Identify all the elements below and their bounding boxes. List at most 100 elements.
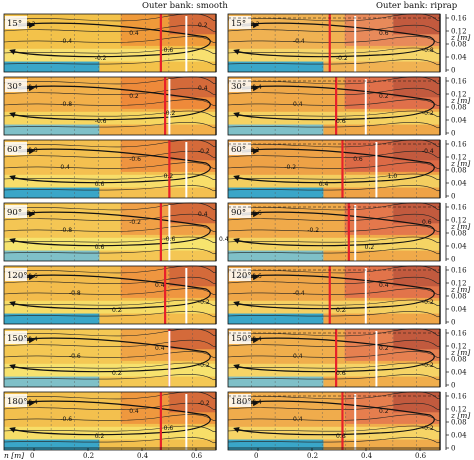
- contour-label: -0.6: [95, 118, 107, 125]
- panel-label-box: [5, 331, 27, 344]
- n-axis-0: 0.2 0.4 0.6 0 n [m]: [4, 447, 216, 460]
- panel-label-box: [5, 79, 27, 92]
- panel-label-box: [229, 79, 251, 92]
- contour-label: 0.6: [164, 425, 174, 432]
- contour-label: 0.4: [198, 85, 208, 92]
- contour-label: 0.2: [250, 147, 260, 154]
- panel-label: 90°: [231, 208, 246, 218]
- contour-label: -0.6: [250, 273, 262, 280]
- z-axis-6: 0.16 0.12 0.08 0.04 0 z [m]: [228, 392, 470, 453]
- contour-label: -0.2: [336, 55, 348, 62]
- secondary-flow-cell: [9, 337, 211, 373]
- contour-label: -0.4: [250, 84, 262, 91]
- contour-label: -0.2: [164, 110, 176, 117]
- z-tick-label: 0.16: [451, 267, 467, 275]
- contour-label: -0.8: [26, 147, 38, 154]
- contour-line: [3, 76, 217, 85]
- panel-band-hot: [393, 203, 440, 224]
- panel-label-box: [229, 142, 251, 155]
- panel-label-box: [229, 268, 251, 281]
- panel-label: 150°: [7, 334, 27, 344]
- contour-label: -0.4: [293, 38, 305, 45]
- panel-band-low: [228, 111, 440, 125]
- secondary-flow-cell: [9, 85, 211, 121]
- n-tick-label: 0.2: [83, 452, 94, 460]
- panel-label: 60°: [231, 145, 246, 155]
- z-tick-label: 0.04: [451, 180, 467, 188]
- contour-label: -0.4: [26, 84, 38, 91]
- panel-band-blue: [228, 313, 324, 324]
- contour-line: [227, 248, 441, 255]
- contour-label: 0.2: [129, 93, 139, 100]
- panel-band-low: [4, 174, 216, 188]
- panel-label-box: [5, 142, 27, 155]
- secondary-flow-cell: [9, 148, 211, 184]
- contour-line: [3, 311, 217, 318]
- secondary-flow-cell: [233, 274, 435, 310]
- panel-label-box: [229, 331, 251, 344]
- secondary-flow-cell: [233, 22, 435, 58]
- panel-L-4: -0.6 -0.8 0.2 0.4 -0.2 120°: [3, 265, 217, 325]
- contour-label: 0.6: [379, 30, 389, 37]
- contour-label: -0.8: [422, 47, 434, 54]
- contour-label: 0.2: [95, 433, 105, 440]
- contour-label: -0.6: [26, 273, 38, 280]
- contour-label: -0.4: [60, 38, 72, 45]
- secondary-flow-cell: [9, 274, 211, 310]
- contour-label: -0.6: [250, 210, 262, 217]
- panel-band-low: [4, 48, 216, 62]
- panel-R-4: -0.6 -0.4 0.2 0.4 -0.2 120°: [227, 265, 441, 325]
- z-tick-label: 0.04: [451, 369, 467, 377]
- contour-line: [227, 362, 441, 370]
- contour-label: 0.6: [422, 219, 432, 226]
- panel-L-2: -0.8 0.4 0.6 -0.6 0.2 -0.2 60°: [3, 139, 217, 199]
- contour-label: 0.4: [155, 345, 165, 352]
- contour-label: -0.4: [250, 336, 262, 343]
- z-axis-2: 0.16 0.12 0.08 0.04 0 z [m]: [228, 140, 470, 201]
- z-tick-label: 0.08: [451, 230, 467, 238]
- secondary-flow-cell: [9, 22, 211, 58]
- panel-band-blue: [228, 61, 324, 72]
- contour-line: [227, 374, 441, 381]
- contour-line: [3, 59, 217, 66]
- contour-label: -0.2: [307, 227, 319, 234]
- z-axis-label: z [m]: [450, 285, 470, 294]
- panel-band-hot: [393, 266, 440, 287]
- contour-label: 0.2: [379, 345, 389, 352]
- z-tick-label: 0: [451, 319, 455, 327]
- contour-line: [227, 59, 441, 66]
- panel-R-6: -0.4 0.4 0.6 0.2 -0.2 180°: [227, 391, 441, 451]
- contour-line: [3, 437, 217, 444]
- contour-label: 0.4: [379, 282, 389, 289]
- panels-group: 0.2-0.4-0.20.40.60.215°-0.4-0.8-0.60.2-0…: [3, 13, 441, 451]
- panel-label-box: [229, 394, 251, 407]
- contour-label: -0.4: [422, 148, 434, 155]
- contour-label: -0.8: [69, 290, 81, 297]
- panel-band-blue: [4, 250, 100, 261]
- contour-label: 0.4: [60, 164, 70, 171]
- left-side-label: 0.4: [219, 236, 229, 243]
- panel-band-hot: [393, 14, 440, 35]
- panel-label: 120°: [7, 271, 27, 281]
- z-tick-label: 0.16: [451, 141, 467, 149]
- contour-label: 0.4: [293, 416, 303, 423]
- panel-L-1: -0.4 -0.8 -0.6 0.2 -0.2 0.4 30°: [3, 76, 217, 136]
- contour-label: -0.2: [422, 110, 434, 117]
- panel-band-low: [228, 174, 440, 188]
- panel-band-blue: [228, 439, 324, 450]
- panel-band-blue: [228, 124, 324, 135]
- z-axis-1: 0.16 0.12 0.08 0.04 0 z [m]: [228, 77, 470, 138]
- contour-label: 1.0: [388, 173, 398, 180]
- panel-label-box: [5, 394, 27, 407]
- panel-band-hot: [169, 266, 216, 287]
- panel-L-6: -0.4 -0.6 0.2 0.4 0.6 -0.2 180°: [3, 391, 217, 451]
- n-tick-label-0: 0: [254, 452, 258, 460]
- panel-band-low: [4, 300, 216, 314]
- n-axis-1: 0.2 0.4 0.6 0: [228, 447, 440, 460]
- contour-label: -0.4: [26, 336, 38, 343]
- contour-label: -0.6: [129, 156, 141, 163]
- z-axis-4: 0.16 0.12 0.08 0.04 0 z [m]: [228, 266, 470, 327]
- contour-label: 0.2: [198, 22, 208, 29]
- panel-label: 30°: [231, 82, 246, 92]
- title-left: Outer bank: smooth: [142, 1, 228, 11]
